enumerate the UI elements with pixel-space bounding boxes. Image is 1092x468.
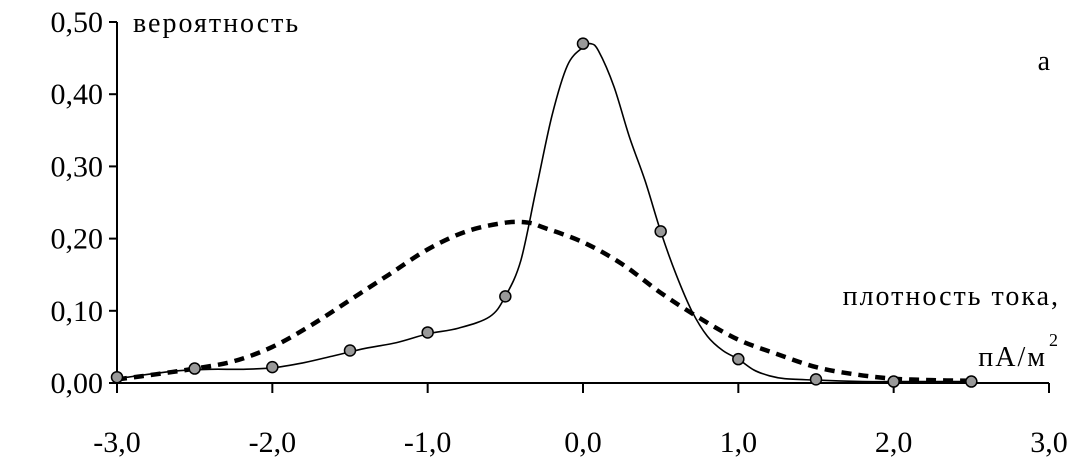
x-tick-label: -3,0 bbox=[93, 426, 141, 459]
x-tick-label: 0,0 bbox=[564, 426, 602, 459]
y-tick-label: 0,40 bbox=[51, 78, 104, 111]
data-point-marker bbox=[421, 326, 434, 339]
series-line-solid bbox=[116, 42, 972, 383]
data-point-marker bbox=[965, 375, 978, 388]
data-point-marker bbox=[809, 373, 823, 386]
x-axis-unit: пА/м bbox=[978, 342, 1047, 373]
data-point-marker bbox=[343, 344, 357, 357]
x-axis-label: плотность тока, bbox=[843, 281, 1060, 312]
data-point-marker bbox=[499, 290, 512, 303]
y-tick-label: 0,10 bbox=[51, 295, 104, 328]
y-tick-label: 0,30 bbox=[51, 150, 104, 183]
data-point-marker bbox=[576, 37, 590, 50]
data-point-marker bbox=[732, 352, 745, 366]
x-tick-label: 3,0 bbox=[1030, 426, 1068, 459]
axes bbox=[109, 21, 1050, 393]
series-layer bbox=[116, 42, 972, 384]
panel-label: а bbox=[1038, 46, 1052, 77]
series-line-dashed bbox=[116, 219, 972, 384]
data-point-marker bbox=[654, 225, 667, 238]
x-tick-label: -1,0 bbox=[404, 426, 452, 459]
x-tick-label: 1,0 bbox=[720, 426, 758, 459]
data-point-marker bbox=[110, 370, 124, 384]
y-tick-label: 0,00 bbox=[51, 367, 104, 400]
x-tick-label: 2,0 bbox=[875, 426, 913, 459]
y-axis-label: вероятность bbox=[133, 8, 300, 39]
data-point-marker bbox=[266, 360, 279, 374]
x-tick-label: -2,0 bbox=[249, 426, 297, 459]
y-tick-label: 0,20 bbox=[51, 223, 104, 256]
data-point-marker bbox=[887, 375, 900, 388]
data-point-marker bbox=[188, 362, 201, 375]
x-axis-unit-superscript: 2 bbox=[1049, 330, 1058, 350]
tick-labels: 0,00 0,10 0,20 0,30 0,40 0,50 -3,0 -2,0 -1,0 0,0 1… bbox=[51, 6, 1068, 459]
marker-layer bbox=[110, 37, 978, 388]
y-tick-label: 0,50 bbox=[51, 6, 104, 39]
